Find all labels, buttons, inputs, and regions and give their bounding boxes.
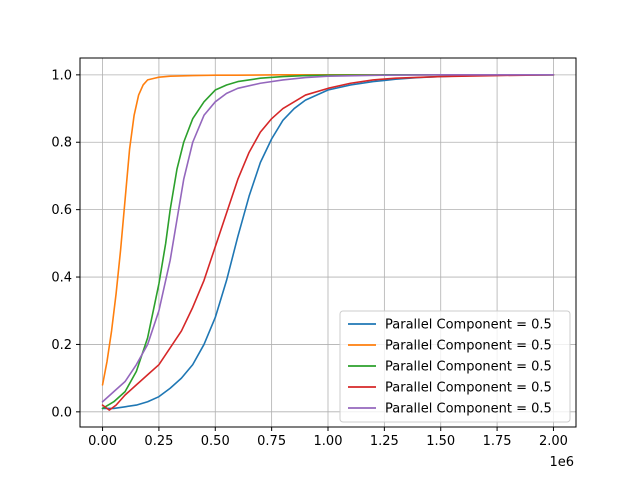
legend-label: Parallel Component = 0.5 (385, 381, 552, 396)
series-lines (101, 74, 555, 411)
x-tick-label: 1.50 (426, 434, 455, 449)
series-line-5 (101, 74, 555, 403)
series-line-4 (101, 74, 555, 411)
x-tick-label: 2.00 (539, 434, 568, 449)
x-tick-label: 0.75 (257, 434, 286, 449)
legend: Parallel Component = 0.5 Parallel Compone… (339, 310, 571, 423)
y-tick-label: 0.2 (51, 338, 72, 353)
series-line-2 (101, 74, 555, 386)
y-tick-label: 1.0 (51, 68, 72, 83)
x-tick-label: 0.25 (144, 434, 173, 449)
legend-box (339, 310, 571, 423)
x-tick-label: 0.50 (201, 434, 230, 449)
x-tick-label: 1.75 (483, 434, 512, 449)
y-tick-label: 0.8 (51, 136, 72, 151)
legend-label: Parallel Component = 0.5 (385, 360, 552, 375)
y-tick-label: 0.4 (51, 271, 72, 286)
legend-label: Parallel Component = 0.5 (385, 318, 552, 333)
legend-label: Parallel Component = 0.5 (385, 402, 552, 417)
x-axis-offset-label: 1e6 (549, 455, 574, 470)
legend-label: Parallel Component = 0.5 (385, 339, 552, 354)
y-tick-label: 0.6 (51, 203, 72, 218)
y-tick-label: 0.0 (51, 405, 72, 420)
x-tick-label: 1.25 (370, 434, 399, 449)
x-tick-label: 0.00 (88, 434, 117, 449)
x-tick-label: 1.00 (314, 434, 343, 449)
axis-ticks: 0.00 0.25 0.50 0.75 1.00 1.25 1.50 1.75 2.00 0.0 0… (51, 68, 568, 449)
